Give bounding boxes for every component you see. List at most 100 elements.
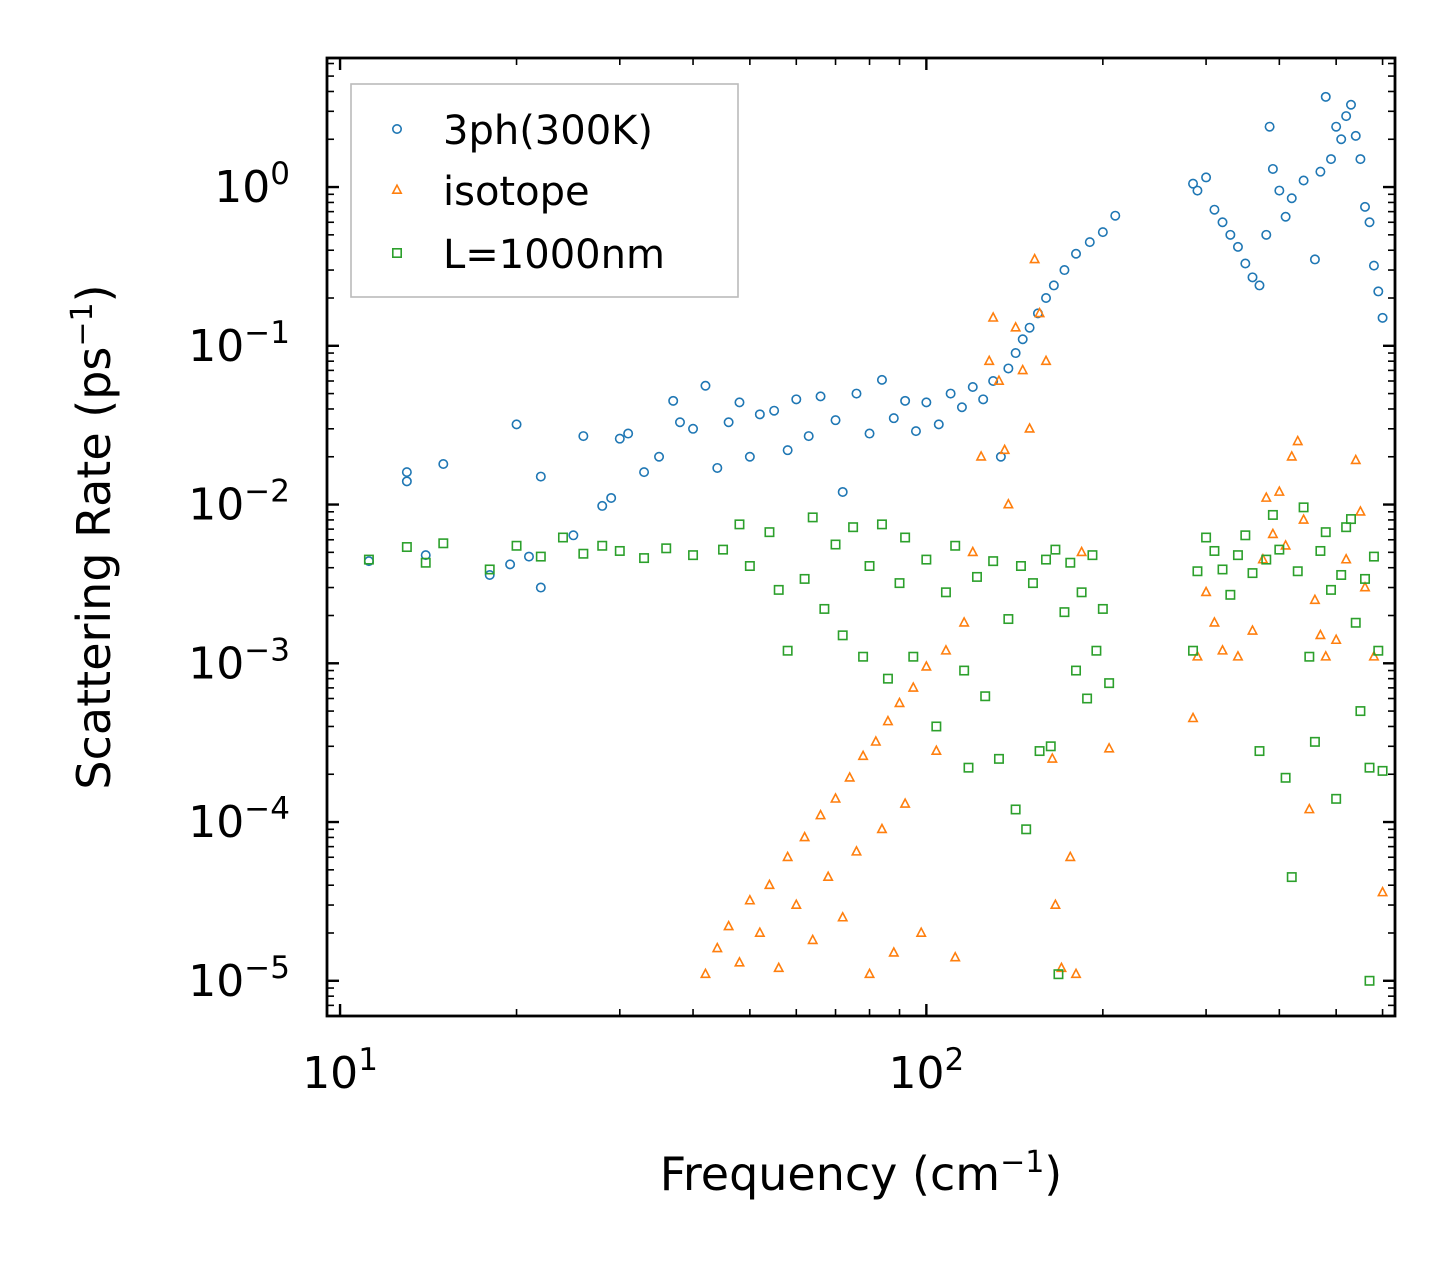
data-point-square — [1320, 527, 1331, 538]
data-point-triangle — [1340, 553, 1352, 564]
data-point-circle — [837, 486, 848, 497]
data-point-square — [688, 550, 699, 561]
data-point-triangle — [1064, 850, 1076, 862]
data-point-triangle — [949, 951, 961, 962]
data-point-triangle — [1070, 967, 1082, 979]
data-point-triangle — [1292, 434, 1304, 446]
data-point-square — [1240, 530, 1251, 541]
data-point-triangle — [773, 961, 785, 973]
data-point-square — [1076, 587, 1087, 598]
data-point-square — [971, 571, 982, 582]
data-point-square — [782, 645, 793, 656]
data-point-square — [1368, 551, 1379, 562]
data-point-circle — [1315, 166, 1326, 177]
data-point-square — [401, 542, 412, 553]
data-point-circle — [1345, 99, 1356, 110]
data-point-triangle — [1246, 624, 1259, 635]
series-isotope — [699, 252, 1389, 979]
data-point-square — [1373, 645, 1384, 656]
data-point-circle — [639, 467, 650, 478]
legend-box — [350, 83, 739, 298]
data-point-triangle — [1330, 633, 1342, 645]
data-point-circle — [1320, 91, 1331, 102]
y-axis-title: Scattering Rate (ps−1) — [65, 284, 121, 789]
y-tick-label-exponent: −3 — [244, 632, 290, 668]
data-point-triangle — [1191, 650, 1203, 661]
data-point-square — [1041, 554, 1052, 565]
data-point-triangle — [1103, 742, 1115, 753]
data-point-square — [1192, 566, 1203, 577]
data-point-circle — [597, 500, 608, 511]
data-point-triangle — [1010, 321, 1022, 332]
data-point-circle — [769, 405, 780, 416]
data-point-circle — [523, 551, 534, 562]
data-point-triangle — [930, 744, 942, 756]
data-point-square — [734, 519, 745, 530]
data-point-circle — [830, 415, 841, 426]
data-point-triangle — [807, 933, 819, 945]
data-point-triangle — [967, 545, 979, 557]
data-point-triangle — [975, 450, 987, 461]
data-point-square — [1274, 544, 1285, 555]
legend-marker-triangle — [391, 183, 403, 194]
x-tick-label-base: 10 — [888, 1048, 944, 1099]
data-point-circle — [791, 394, 802, 405]
data-point-circle — [723, 417, 734, 428]
data-point-square — [894, 578, 905, 589]
data-point-square — [1087, 550, 1098, 561]
x-tick-label-exponent: 2 — [944, 1042, 964, 1078]
series-3ph(300K) — [363, 91, 1388, 593]
data-point-triangle — [1298, 513, 1310, 524]
data-point-triangle — [894, 696, 906, 708]
data-point-square — [950, 540, 961, 551]
y-tick-label: 100 — [214, 156, 290, 213]
data-point-circle — [933, 419, 944, 430]
data-point-circle — [1209, 204, 1220, 215]
data-point-circle — [1280, 211, 1291, 222]
data-point-circle — [900, 395, 911, 406]
x-tick-label: 102 — [888, 1042, 964, 1099]
data-point-triangle — [940, 644, 952, 655]
data-point-square — [1315, 545, 1326, 556]
data-point-square — [1225, 589, 1236, 600]
data-point-triangle — [822, 870, 834, 882]
data-point-circle — [956, 402, 967, 413]
x-tick-label-base: 10 — [302, 1048, 358, 1099]
data-point-square — [1345, 514, 1356, 525]
data-point-square — [1254, 746, 1265, 757]
data-point-square — [1091, 645, 1102, 656]
data-point-triangle — [920, 660, 932, 671]
data-point-square — [1309, 736, 1320, 747]
data-point-triangle — [1368, 650, 1380, 661]
data-point-triangle — [1076, 545, 1088, 557]
data-point-circle — [1368, 260, 1379, 271]
data-point-circle — [1217, 217, 1228, 228]
data-point-square — [773, 584, 784, 595]
data-point-triangle — [1320, 650, 1332, 661]
data-point-circle — [910, 426, 921, 437]
data-point-circle — [1232, 241, 1243, 252]
data-point-triangle — [999, 443, 1011, 455]
data-point-square — [1331, 793, 1342, 804]
data-point-circle — [1017, 334, 1028, 345]
data-point-circle — [1326, 154, 1337, 165]
data-point-circle — [1247, 272, 1258, 283]
data-point-square — [940, 587, 951, 598]
data-point-circle — [568, 530, 579, 541]
data-point-circle — [815, 391, 826, 402]
y-tick-label-base: 10 — [188, 321, 244, 372]
data-point-square — [1082, 693, 1093, 704]
data-point-square — [578, 548, 589, 559]
legend: 3ph(300K) isotope L=1000nm — [350, 83, 739, 298]
data-point-circle — [1225, 229, 1236, 240]
data-point-circle — [1264, 121, 1275, 132]
data-point-square — [1232, 550, 1243, 561]
data-point-circle — [1024, 322, 1035, 333]
data-point-circle — [1201, 172, 1212, 183]
data-point-square — [882, 673, 893, 684]
data-point-triangle — [1017, 363, 1029, 375]
data-point-triangle — [899, 797, 911, 808]
legend-marker-circle — [391, 124, 402, 135]
data-point-circle — [851, 388, 862, 399]
data-point-square — [597, 540, 608, 551]
